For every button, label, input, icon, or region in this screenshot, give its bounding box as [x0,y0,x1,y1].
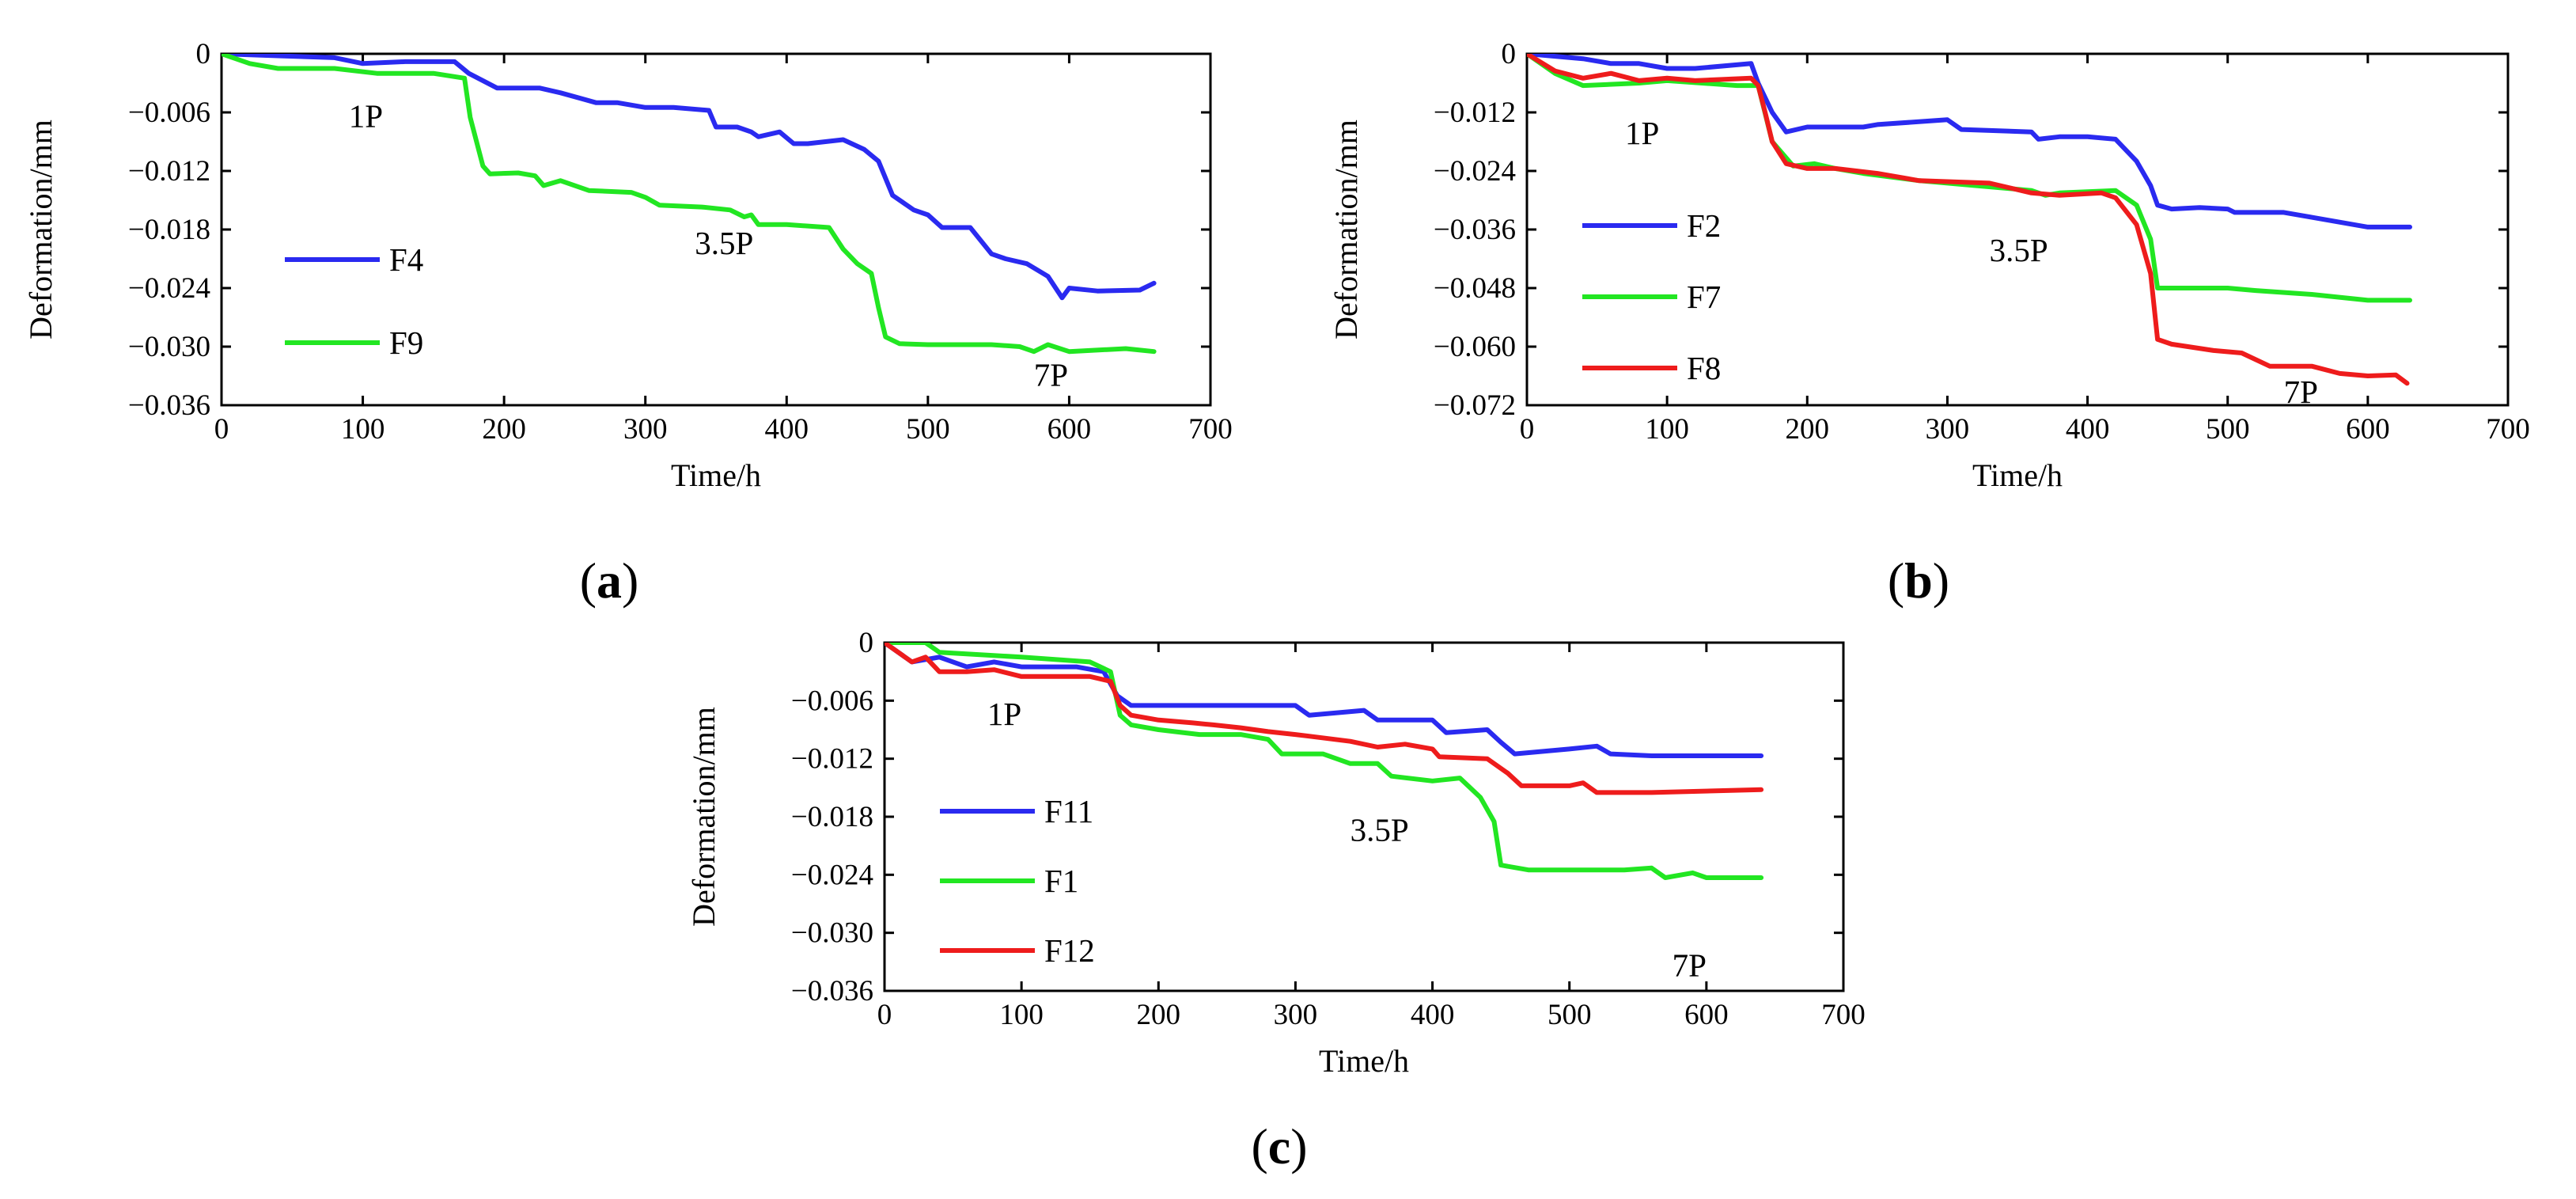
y-tick-label: −0.036 [128,389,210,422]
annotation-label: 1P [987,696,1021,732]
x-tick-label: 100 [999,999,1044,1031]
x-tick-label: 200 [482,413,526,446]
x-tick-label: 200 [1786,413,1830,446]
x-tick-label: 0 [1520,413,1535,446]
panel-label-close: ) [1933,552,1949,609]
y-tick-label: −0.036 [1434,214,1516,246]
annotation-label: 3.5P [1351,812,1409,848]
y-tick-label: −0.024 [128,272,210,305]
x-tick-label: 600 [1047,413,1092,446]
x-tick-label: 500 [2206,413,2250,446]
annotation-label: 3.5P [695,225,753,261]
series-line-f12 [885,643,1764,795]
y-tick-label: 0 [196,38,211,70]
x-tick-label: 300 [623,413,668,446]
legend-label-f7: F7 [1687,279,1721,315]
x-tick-label: 0 [877,999,892,1031]
panel-label-open: ( [580,552,597,609]
x-tick-label: 500 [906,413,950,446]
y-tick-label: −0.048 [1434,272,1516,305]
x-tick-label: 700 [1821,999,1866,1031]
y-tick-label: −0.012 [791,743,873,776]
panel-label-letter: b [1904,552,1933,609]
chart-panel-c: 0 100 200 300 400 500 600 700 0 −0.006 −0.012 −0.01… [686,627,1866,1174]
panel-label-close: ) [622,552,638,609]
panel-label-letter: c [1268,1118,1290,1174]
legend-label-f9: F9 [389,324,423,361]
y-tick-label: −0.024 [791,859,873,891]
x-axis-label: Time/h [1972,457,2063,493]
annotation-label: 3.5P [1990,232,2048,268]
legend-label-f1: F1 [1044,863,1078,899]
x-tick-label: 200 [1137,999,1181,1031]
y-tick-label: −0.006 [791,685,873,717]
y-tick-label: 0 [1502,38,1517,70]
annotation-label: 7P [1673,947,1707,984]
annotation-label: 1P [1625,115,1659,151]
panel-label-close: ) [1290,1118,1307,1174]
x-tick-label: 600 [2346,413,2390,446]
x-tick-label: 700 [2486,413,2530,446]
x-tick-label: 300 [1926,413,1970,446]
y-tick-label: −0.012 [128,155,210,188]
x-tick-label: 700 [1188,413,1233,446]
y-tick-label: −0.006 [128,97,210,129]
x-tick-label: 400 [2066,413,2110,446]
series-line-f11 [885,643,1764,758]
legend-label-f8: F8 [1687,350,1721,386]
annotation-label: 7P [2284,374,2318,410]
y-tick-label: −0.024 [1434,155,1516,188]
series-line-f9 [222,54,1157,355]
series-line-f1 [885,643,1764,880]
legend-label-f2: F2 [1687,207,1721,244]
y-axis-label: Deformation/mm [23,120,59,340]
y-tick-label: −0.018 [791,801,873,833]
y-tick-label: −0.030 [128,331,210,363]
y-tick-label: 0 [859,627,874,659]
legend-label-f12: F12 [1044,932,1095,969]
panel-label-letter: a [597,552,622,609]
y-tick-label: −0.060 [1434,331,1516,363]
series-line-f2 [1527,54,2412,230]
legend-label-f11: F11 [1044,793,1093,829]
chart-panel-b: 0 100 200 300 400 500 600 700 0 −0.012 −0.024 −0.03… [1328,38,2530,609]
series-line-f8 [1527,54,2410,386]
annotation-label: 1P [349,98,383,135]
x-axis-label: Time/h [1319,1043,1409,1079]
x-axis-label: Time/h [671,457,761,493]
x-tick-label: 0 [214,413,229,446]
y-tick-label: −0.012 [1434,97,1516,129]
y-axis-label: Deformation/mm [686,707,722,927]
y-tick-label: −0.018 [128,214,210,246]
panel-label-open: ( [1888,552,1904,609]
x-tick-label: 300 [1274,999,1318,1031]
x-tick-label: 100 [1645,413,1689,446]
y-tick-label: −0.072 [1434,389,1516,422]
panel-label: (a) [580,552,639,609]
panel-label-open: ( [1251,1118,1267,1174]
panel-label: (c) [1251,1118,1307,1174]
series-line-f4 [222,54,1157,301]
y-axis-label: Deformation/mm [1328,120,1364,340]
x-tick-label: 400 [765,413,809,446]
legend-label-f4: F4 [389,241,423,278]
x-tick-label: 600 [1684,999,1729,1031]
x-tick-label: 100 [341,413,385,446]
panel-label: (b) [1888,552,1949,609]
x-tick-label: 400 [1411,999,1455,1031]
y-tick-label: −0.030 [791,917,873,950]
annotation-label: 7P [1034,356,1068,393]
chart-panel-a: 0 100 200 300 400 500 600 700 0 −0.006 −0.012 −0.01… [23,38,1233,609]
y-tick-label: −0.036 [791,975,873,1007]
x-tick-label: 500 [1547,999,1592,1031]
